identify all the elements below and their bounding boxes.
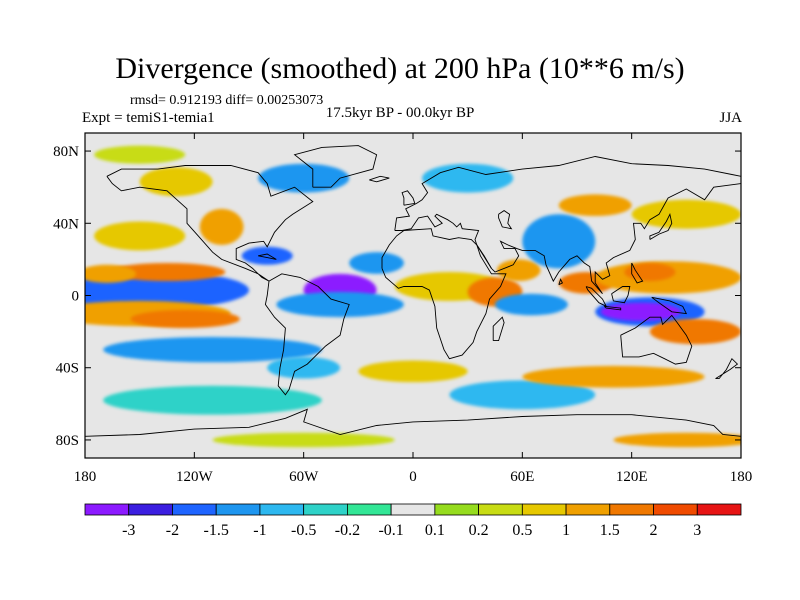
field-contour-5 — [130, 309, 240, 328]
field-contour-35 — [212, 432, 395, 448]
colorbar-swatch-5 — [303, 503, 348, 516]
colorbar-label: -0.5 — [291, 522, 316, 539]
colorbar-swatch-6 — [346, 503, 392, 516]
field-contour-34 — [522, 365, 705, 388]
field-contour-28 — [422, 163, 514, 193]
field-contour-31 — [449, 380, 596, 410]
lon-tick-label: 60E — [510, 469, 534, 485]
colorbar-swatch-4 — [259, 503, 305, 516]
field-contour-12 — [349, 252, 404, 274]
divergence-field — [85, 133, 741, 458]
field-contour-30 — [358, 360, 468, 383]
colorbar-label: 1 — [562, 522, 570, 539]
field-contour-32 — [103, 385, 322, 415]
coastline-sri-lanka — [558, 278, 564, 286]
field-contour-2 — [108, 263, 226, 282]
coastline-eurasia — [394, 156, 741, 294]
colorbar-swatch-0 — [84, 503, 130, 516]
colorbar-swatch-9 — [478, 503, 523, 516]
coastline-arabia-red-sea-shore — [476, 244, 492, 269]
colorbar-swatch-11 — [565, 503, 611, 516]
coastline-borneo — [611, 286, 631, 304]
coastline-japan — [649, 212, 673, 240]
colorbar-label: 2 — [650, 522, 658, 539]
coastline-antarctica — [85, 408, 741, 437]
lon-tick-label: 60W — [289, 469, 319, 485]
colorbar-label: -3 — [122, 522, 135, 539]
lon-tick-label: 180 — [730, 469, 753, 485]
field-contour-25 — [558, 194, 632, 217]
lon-tick-label: 120E — [616, 469, 648, 485]
coastline-new-zealand — [715, 357, 739, 380]
field-contour-8 — [199, 208, 244, 245]
colorbar-label: 0.1 — [425, 522, 445, 539]
lat-tick-label: 80N — [53, 144, 79, 160]
colorbar-label: -2 — [166, 522, 179, 539]
lon-tick-label: 0 — [409, 469, 417, 485]
coastlines — [85, 145, 741, 437]
lat-tick-label: 40N — [53, 216, 79, 232]
coastline-caspian — [498, 210, 513, 230]
experiment-label: Expt = temiS1-temia1 — [82, 110, 215, 126]
colorbar-label: 3 — [693, 522, 701, 539]
field-contour-22 — [600, 302, 681, 321]
map-axes: 80N 40N 0 40S 80S 180 120W 60W 0 60E 120E 180 — [53, 133, 752, 485]
lon-tick-label: 180 — [74, 469, 97, 485]
lon-tick-label: 120W — [176, 469, 214, 485]
coastline-madagascar — [492, 316, 505, 342]
stats-label: rmsd= 0.912193 diff= 0.00253073 — [130, 93, 324, 108]
coastline-africa — [381, 228, 507, 360]
colorbar-label: -1.5 — [204, 522, 229, 539]
field-contour-11 — [276, 291, 404, 318]
field-contour-29 — [94, 145, 186, 164]
period-label: 17.5kyr BP - 00.0kyr BP — [325, 105, 475, 121]
colorbar-swatch-7 — [390, 503, 436, 516]
coastline-iceland — [369, 175, 390, 183]
field-contour-9 — [241, 246, 293, 265]
lat-tick-label: 80S — [56, 433, 79, 449]
field-contour-26 — [139, 167, 213, 197]
colorbar-label: -0.2 — [335, 522, 360, 539]
colorbar-swatch-10 — [521, 503, 567, 516]
colorbar-label: 0.2 — [469, 522, 489, 539]
colorbar-label: -0.1 — [378, 522, 403, 539]
field-contour-23 — [649, 318, 741, 345]
coastline-cuba — [258, 253, 277, 260]
coastline-java — [603, 305, 622, 311]
colorbar-swatch-3 — [215, 503, 261, 516]
coastline-philippines — [631, 262, 644, 284]
lat-tick-label: 40S — [56, 361, 79, 377]
colorbar-swatch-14 — [696, 503, 742, 516]
field-contour-24 — [631, 199, 741, 229]
coastline-new-guinea — [651, 296, 688, 315]
field-contour-3 — [85, 264, 137, 283]
colorbar-swatch-2 — [172, 503, 217, 516]
coastline-greenland — [293, 145, 378, 188]
colorbar-swatch-1 — [128, 503, 173, 516]
coastline-south-america — [264, 273, 350, 396]
colorbar-label: 0.5 — [512, 522, 532, 539]
field-contour-27 — [258, 163, 350, 193]
field-contour-20 — [624, 263, 676, 282]
field-contour-7 — [94, 221, 186, 251]
colorbar-swatch-12 — [609, 503, 654, 516]
field-contour-15 — [496, 259, 541, 282]
plot-title: Divergence (smoothed) at 200 hPa (10**6 … — [115, 52, 685, 85]
season-label: JJA — [719, 110, 742, 126]
coastline-uk — [401, 190, 416, 206]
field-contour-17 — [522, 214, 596, 269]
colorbar-swatch-13 — [653, 503, 698, 516]
coastline-australia — [620, 314, 693, 365]
colorbar: -3 -2 -1.5 -1 -0.5 -0.2 -0.1 0.1 0.2 0.5 1 1.5 2 3 — [84, 503, 742, 539]
coastline-north-america — [106, 165, 314, 282]
colorbar-swatch-8 — [434, 503, 480, 516]
field-contour-36 — [613, 432, 741, 448]
colorbar-label: -1 — [253, 522, 266, 539]
field-contour-33 — [267, 356, 341, 379]
lat-tick-label: 0 — [72, 289, 80, 305]
field-contour-16 — [495, 293, 568, 316]
field-contour-6 — [103, 337, 322, 363]
colorbar-label: 1.5 — [600, 522, 620, 539]
